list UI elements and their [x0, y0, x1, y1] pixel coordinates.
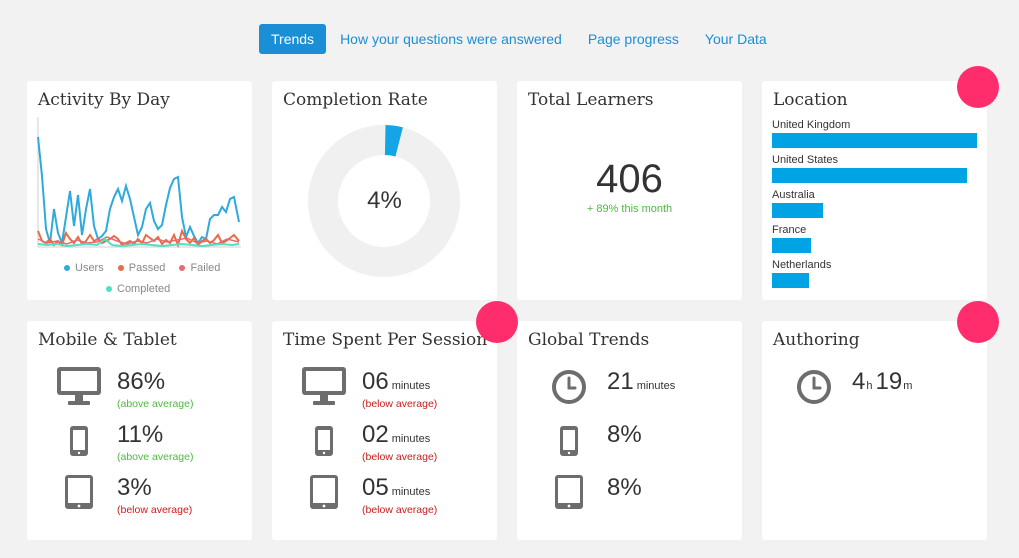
mobile-tablet-card: Mobile & Tablet 86% (above average) 11% … — [27, 321, 252, 540]
tablet-time: 05 minutes — [362, 474, 430, 502]
global-time-value: 21 — [607, 368, 634, 395]
failed-legend-dot — [179, 265, 186, 271]
phone-time: 02 minutes — [362, 421, 430, 449]
legend-failed: Failed — [190, 262, 221, 274]
tab-page-progress[interactable]: Page progress — [587, 31, 679, 47]
phone-percent: 11% — [117, 421, 164, 448]
legend-users: Users — [75, 262, 104, 274]
tablet-note: (below average) — [117, 504, 193, 516]
card-title: Global Trends — [528, 330, 650, 350]
completed-series-line — [37, 237, 240, 248]
tablet-icon — [65, 475, 93, 509]
phone-time-value: 02 — [362, 421, 389, 448]
phone-note: (above average) — [117, 451, 194, 463]
location-hotspot-button[interactable] — [957, 66, 999, 108]
location-label: United States — [772, 154, 839, 166]
global-phone-percent: 8% — [607, 421, 642, 448]
users-legend-dot — [64, 265, 70, 271]
time-unit: minutes — [391, 380, 431, 392]
activity-by-day-card: Activity By Day Users Passed Failed Comp… — [27, 81, 252, 300]
authoring-time: 4h 19m — [852, 368, 915, 396]
total-learners-card: Total Learners 406 + 89% this month — [517, 81, 742, 300]
desktop-icon — [57, 367, 101, 405]
chart-legend-row-2: Completed — [106, 283, 170, 295]
minutes-unit: m — [903, 380, 913, 392]
tablet-time-value: 05 — [362, 474, 389, 501]
completion-rate-card: Completion Rate 4% — [272, 81, 497, 300]
tab-your-data[interactable]: Your Data — [704, 31, 767, 47]
location-label: France — [772, 224, 807, 236]
legend-completed: Completed — [117, 283, 171, 295]
phone-icon — [70, 426, 88, 456]
total-learners-value: 406 — [596, 157, 663, 201]
phone-icon — [315, 426, 333, 456]
desktop-icon — [302, 367, 346, 405]
failed-series-line — [37, 236, 240, 245]
completion-value: 4% — [367, 187, 402, 214]
location-bar — [772, 238, 811, 253]
nav-tabs: Trends How your questions were answered … — [259, 24, 767, 54]
passed-series-line — [37, 228, 240, 249]
donut-progress-arc — [384, 125, 403, 157]
desktop-time: 06 minutes — [362, 368, 430, 396]
card-title: Authoring — [773, 330, 860, 350]
tablet-icon — [310, 475, 338, 509]
location-bar — [772, 203, 823, 218]
location-bar — [772, 133, 977, 148]
authoring-minutes: 19 — [875, 368, 903, 395]
time-spent-hotspot-button[interactable] — [476, 301, 518, 343]
monthly-growth: + 89% this month — [586, 203, 673, 215]
location-label: United Kingdom — [772, 119, 851, 131]
time-unit: minutes — [391, 433, 431, 445]
desktop-note: (above average) — [117, 398, 194, 410]
card-title: Total Learners — [528, 90, 654, 110]
tab-questions-answered[interactable]: How your questions were answered — [340, 31, 562, 47]
location-bar — [772, 273, 809, 288]
activity-chart — [37, 117, 241, 249]
clock-icon — [797, 370, 831, 404]
tab-trends[interactable]: Trends — [259, 24, 327, 54]
phone-icon — [560, 426, 578, 456]
desktop-percent: 86% — [117, 368, 166, 395]
passed-legend-dot — [117, 265, 124, 271]
desktop-time-value: 06 — [362, 368, 389, 395]
clock-icon — [552, 370, 586, 404]
location-bar — [772, 168, 967, 183]
authoring-card: Authoring 4h 19m — [762, 321, 987, 540]
chart-legend: Users Passed Failed — [64, 262, 220, 274]
global-trends-card: Global Trends 21 minutes 8% 8% — [517, 321, 742, 540]
time-unit: minutes — [391, 486, 431, 498]
authoring-hours: 4 — [852, 368, 866, 395]
card-title: Mobile & Tablet — [38, 330, 177, 350]
card-title: Activity By Day — [38, 90, 170, 110]
time-per-session-card: Time Spent Per Session 06 minutes (below … — [272, 321, 497, 540]
desktop-time-note: (below average) — [362, 398, 438, 410]
legend-passed: Passed — [128, 262, 166, 274]
card-title: Time Spent Per Session — [283, 330, 488, 350]
location-card: Location United Kingdom United States Au… — [762, 81, 987, 300]
tablet-percent: 3% — [117, 474, 152, 501]
donut-track — [308, 125, 460, 277]
global-time-unit: minutes — [636, 380, 676, 392]
phone-time-note: (below average) — [362, 451, 438, 463]
card-title: Location — [773, 90, 848, 110]
tablet-icon — [555, 475, 583, 509]
completed-legend-dot — [106, 286, 112, 292]
global-tablet-percent: 8% — [607, 474, 642, 501]
location-label: Australia — [772, 189, 815, 201]
authoring-hotspot-button[interactable] — [957, 301, 999, 343]
completion-donut — [308, 125, 460, 277]
hours-unit: h — [866, 380, 873, 392]
location-label: Netherlands — [772, 259, 832, 271]
card-title: Completion Rate — [283, 90, 428, 110]
tablet-time-note: (below average) — [362, 504, 438, 516]
global-time: 21 minutes — [607, 368, 675, 396]
users-series-line — [37, 136, 240, 247]
